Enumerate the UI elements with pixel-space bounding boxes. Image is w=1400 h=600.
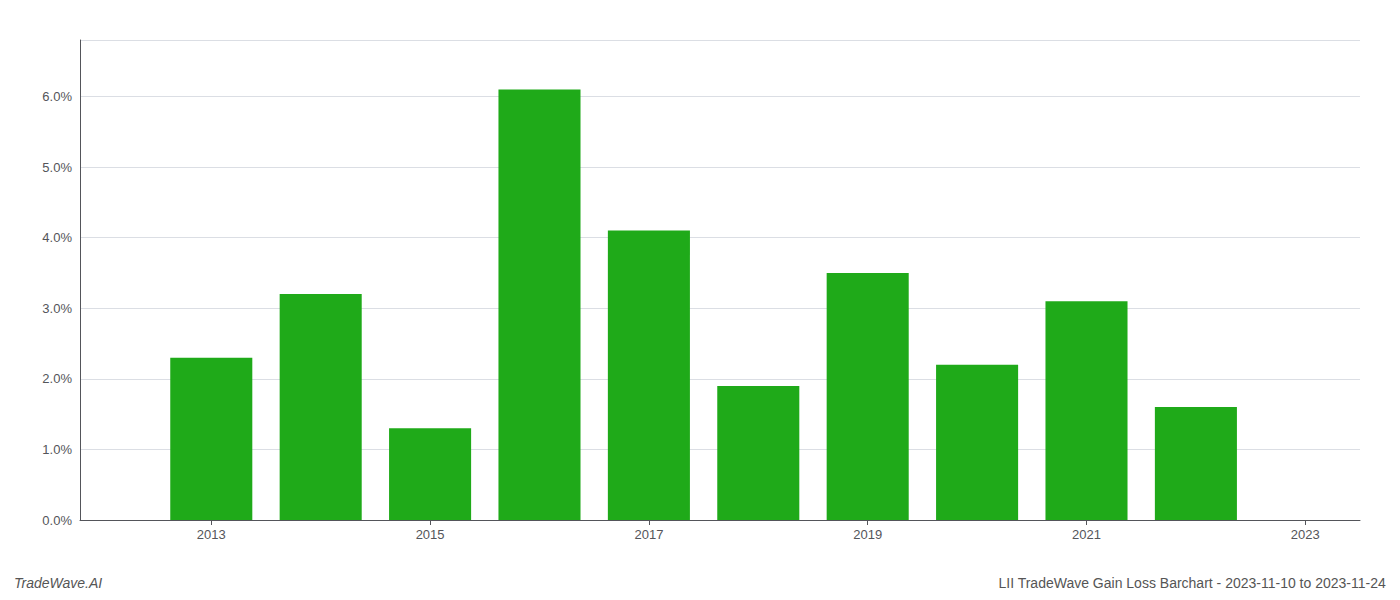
svg-text:2015: 2015 (416, 527, 445, 542)
svg-text:2017: 2017 (634, 527, 663, 542)
svg-text:0.0%: 0.0% (42, 513, 72, 528)
svg-text:2023: 2023 (1291, 527, 1320, 542)
svg-text:TradeWave.AI: TradeWave.AI (14, 575, 102, 591)
svg-text:1.0%: 1.0% (42, 442, 72, 457)
svg-text:2013: 2013 (197, 527, 226, 542)
svg-text:4.0%: 4.0% (42, 230, 72, 245)
svg-text:5.0%: 5.0% (42, 160, 72, 175)
svg-text:2.0%: 2.0% (42, 371, 72, 386)
svg-text:6.0%: 6.0% (42, 89, 72, 104)
svg-text:2019: 2019 (853, 527, 882, 542)
svg-text:2021: 2021 (1072, 527, 1101, 542)
svg-text:LII TradeWave Gain Loss Barcha: LII TradeWave Gain Loss Barchart - 2023-… (998, 575, 1386, 591)
svg-text:3.0%: 3.0% (42, 301, 72, 316)
